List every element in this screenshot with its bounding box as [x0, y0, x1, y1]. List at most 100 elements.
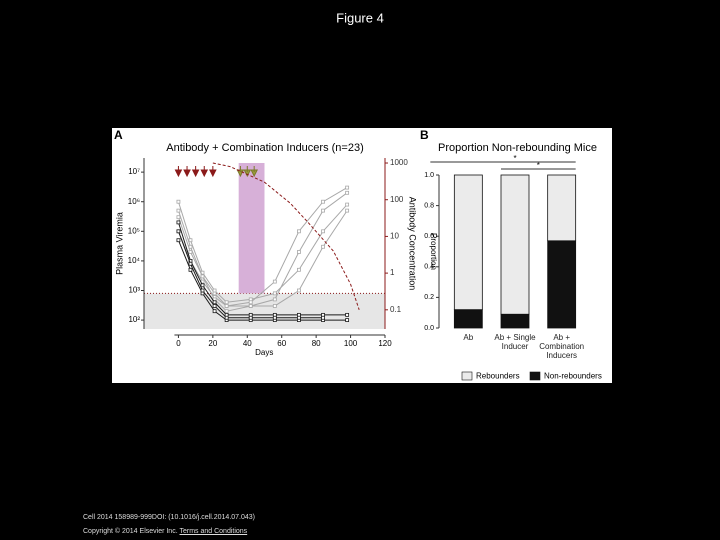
- y-tick-label: 0.2: [424, 294, 434, 301]
- inducer-dose: [236, 166, 245, 178]
- y-axis-label: Proportion: [429, 233, 438, 270]
- point: [212, 309, 217, 314]
- y2-tick-label: 1000: [390, 158, 408, 167]
- significance-label: *: [513, 154, 516, 163]
- slide-title: Figure 4: [336, 10, 384, 25]
- point: [224, 300, 229, 305]
- bar-segment: [500, 313, 530, 329]
- panel-label: A: [114, 128, 123, 142]
- point: [272, 279, 277, 284]
- x-tick-label: 120: [378, 339, 392, 348]
- point: [248, 300, 253, 305]
- significance-label: *: [537, 161, 540, 170]
- panel-label: B: [420, 128, 429, 142]
- x-axis-label: Days: [255, 348, 273, 357]
- point: [345, 208, 350, 213]
- bar-segment: [453, 174, 483, 311]
- antibody-dose: [200, 166, 209, 178]
- x-tick-label: 20: [208, 339, 217, 348]
- viremia-line: [177, 210, 348, 312]
- terms-link[interactable]: Terms and Conditions: [179, 528, 248, 535]
- point: [345, 190, 350, 195]
- point: [248, 315, 253, 320]
- point: [176, 229, 181, 234]
- antibody-dose: [191, 166, 200, 178]
- legend-swatch: [461, 371, 473, 381]
- y-tick-label: 0.6: [424, 233, 434, 240]
- point: [200, 288, 205, 293]
- inducer-dose: [243, 166, 252, 178]
- point: [224, 315, 229, 320]
- point: [176, 199, 181, 204]
- point: [297, 250, 301, 254]
- point: [321, 229, 325, 234]
- point: [297, 229, 301, 234]
- x-tick-label: 40: [243, 339, 252, 348]
- antibody-dose: [183, 166, 191, 178]
- point: [321, 315, 325, 320]
- y-tick-label: 10⁶: [128, 197, 140, 206]
- point: [224, 304, 229, 308]
- point: [212, 304, 217, 308]
- antibody-dose: [209, 166, 217, 178]
- y2-axis-label: Antibody Concentration: [408, 197, 418, 291]
- inducer-dose: [250, 166, 258, 178]
- legend-label: Rebounders: [476, 372, 520, 381]
- y2-tick-label: 1: [390, 268, 395, 277]
- copyright-line: Copyright © 2014 Elsevier Inc. Terms and…: [83, 528, 247, 535]
- x-tick-label: Ab: [463, 333, 474, 342]
- point: [321, 199, 325, 204]
- point: [248, 304, 253, 308]
- chart-title: Proportion Non-rebounding Mice: [438, 142, 597, 154]
- citation: Cell 2014 158989-999DOI: (10.1016/j.cell…: [83, 514, 256, 521]
- bar-segment: [547, 240, 577, 329]
- viremia-line: [177, 240, 348, 321]
- viremia-line: [177, 222, 348, 316]
- y-tick-label: 0.0: [424, 325, 434, 332]
- antibody-dose: [174, 166, 183, 178]
- x-tick-label: 80: [312, 339, 321, 348]
- point: [297, 267, 301, 272]
- y-tick-label: 10³: [128, 286, 140, 295]
- point: [176, 208, 181, 213]
- x-tick-label: Ab + Single Inducer: [494, 333, 536, 351]
- point: [321, 208, 325, 213]
- y2-tick-label: 0.1: [390, 305, 402, 314]
- point: [176, 215, 181, 220]
- y-tick-label: 10⁴: [128, 256, 141, 265]
- point: [188, 244, 193, 249]
- y-tick-label: 1.0: [424, 172, 434, 179]
- point: [188, 250, 193, 254]
- point: [297, 288, 301, 293]
- viremia-line: [177, 187, 348, 307]
- point: [188, 238, 193, 243]
- point: [272, 297, 277, 302]
- y-tick-label: 0.4: [424, 264, 434, 271]
- x-tick-label: 0: [176, 339, 181, 348]
- point: [345, 202, 350, 207]
- below-detection: [144, 293, 385, 329]
- legend-swatch: [529, 371, 541, 381]
- y2-tick-label: 100: [390, 195, 404, 204]
- y-tick-label: 10⁷: [128, 167, 140, 176]
- point: [224, 309, 229, 314]
- point: [345, 185, 350, 190]
- bar-segment: [453, 309, 483, 329]
- legend-label: Non-rebounders: [544, 372, 602, 381]
- point: [297, 315, 301, 320]
- x-tick-label: 60: [277, 339, 286, 348]
- chart-title: Antibody + Combination Inducers (n=23): [166, 142, 364, 154]
- point: [212, 288, 217, 293]
- point: [176, 220, 181, 225]
- bar-segment: [500, 174, 530, 315]
- y-tick-label: 0.8: [424, 202, 434, 209]
- point: [272, 304, 277, 308]
- point: [272, 291, 277, 296]
- point: [176, 238, 181, 243]
- bar-segment: [547, 174, 577, 242]
- viremia-line: [177, 201, 348, 303]
- point: [345, 318, 350, 322]
- x-tick-label: 100: [344, 339, 358, 348]
- point: [345, 312, 350, 317]
